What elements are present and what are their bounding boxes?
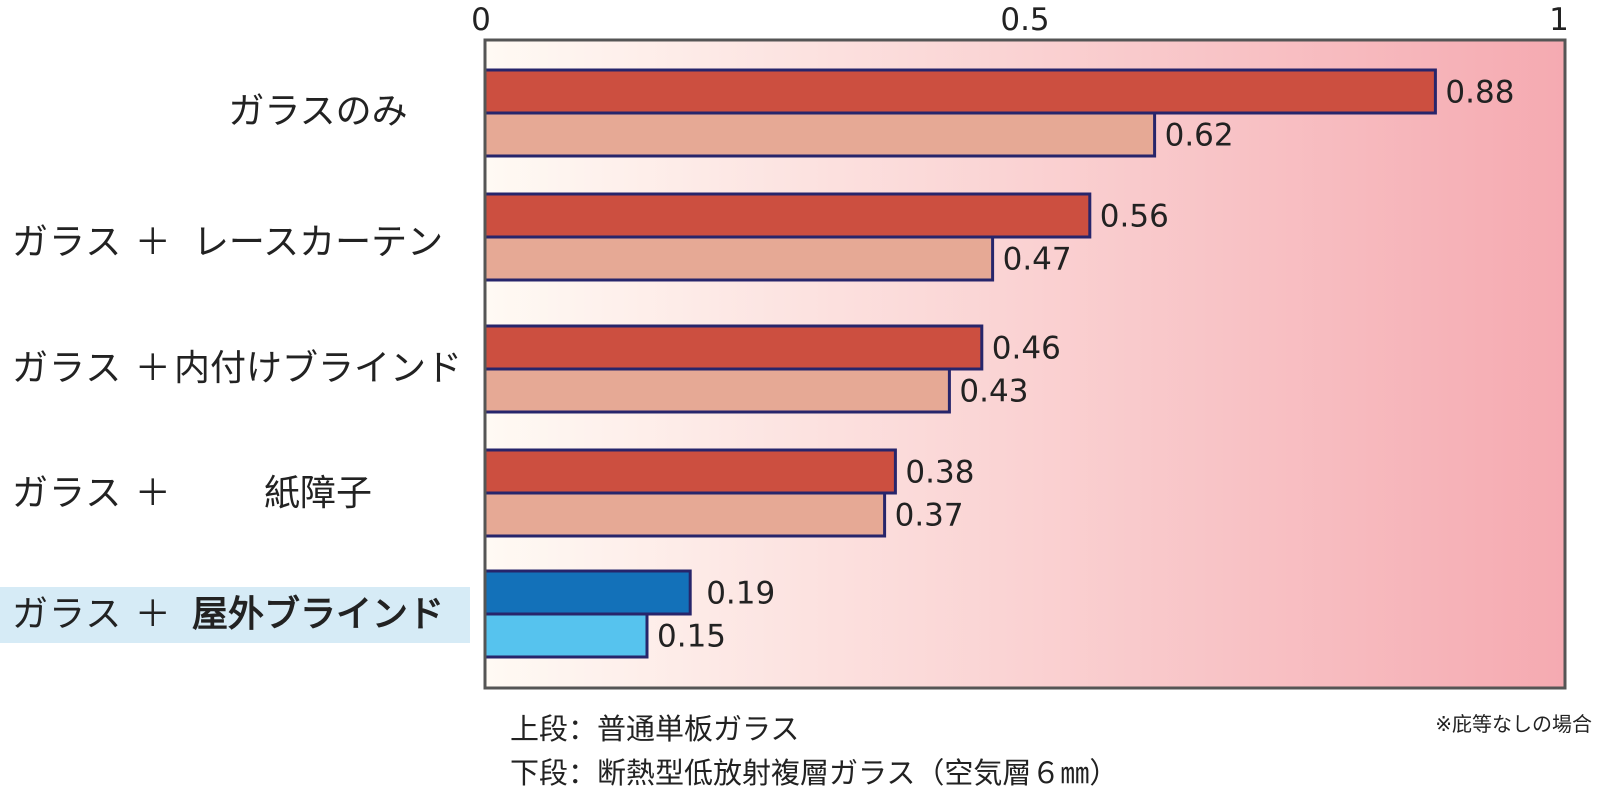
bar-top-5 [483,569,692,616]
value-label-top-5: 0.19 [706,576,775,612]
bar-top-4 [483,448,897,495]
category-label-row-4: ガラス ＋ 紙障子 [0,466,478,522]
category-prefix: ガラス ＋ [12,473,172,514]
legend-bottom-series: 下段：断熱型低放射複層ガラス（空気層６㎜） [510,756,1119,790]
bar-bottom-2 [483,235,995,282]
category-label-row-3: ガラス ＋内付けブラインド [0,341,478,397]
value-label-top-2: 0.56 [1100,199,1169,235]
category-name: 内付けブラインド [173,348,462,389]
footnote: ※庇等なしの場合 [1435,712,1592,736]
category-prefix: ガラス ＋ [12,222,172,263]
plot-border [483,38,1567,690]
category-label-row-2: ガラス ＋ レースカーテン [0,215,478,271]
category-name: 屋外ブラインド [191,594,444,635]
category-prefix: ガラス ＋ [12,594,172,635]
category-label-row-1: ガラスのみ [0,84,478,140]
category-name: ガラスのみ [228,91,408,132]
x-tick-labels: 0 0.5 1 [471,2,1569,38]
bar-top-1 [483,68,1437,115]
category-name: 紙障子 [263,473,372,514]
legend-top-series: 上段：普通単板ガラス [510,712,800,746]
bar-bottom-4 [483,491,887,538]
category-prefix: ガラス ＋ [12,348,172,389]
bar-top-2 [483,192,1092,239]
value-label-bottom-1: 0.62 [1165,118,1234,154]
x-tick-label-2: 0.5 [1000,2,1049,38]
bar-bottom-3 [483,367,951,414]
value-labels-group: 0.88 0.62 0.56 0.47 0.46 0.43 0.38 0.37 0.19 0.15 [657,75,1514,655]
value-label-bottom-5: 0.15 [657,619,726,655]
bars-group [483,68,1437,659]
bar-bottom-1 [483,111,1157,158]
value-label-bottom-2: 0.47 [1003,242,1072,278]
category-name: レースカーテン [192,222,444,263]
value-label-bottom-4: 0.37 [895,498,964,534]
x-tick-label-3: 1 [1549,2,1569,38]
value-label-bottom-3: 0.43 [959,374,1028,410]
bar-top-3 [483,324,984,371]
value-label-top-4: 0.38 [905,455,974,491]
x-tick-label-1: 0 [471,2,491,38]
bar-bottom-5 [483,612,649,659]
category-label-row-5: ガラス ＋ 屋外ブラインド [0,587,470,643]
value-label-top-1: 0.88 [1445,75,1514,111]
value-label-top-3: 0.46 [992,331,1061,367]
